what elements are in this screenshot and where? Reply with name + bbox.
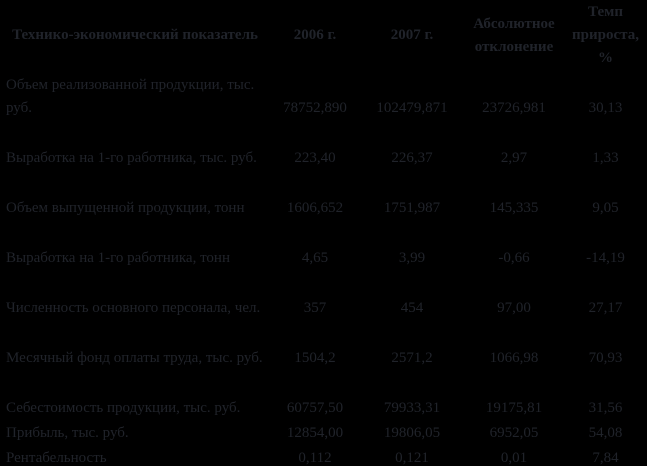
value-cell-y2007: 226,37 xyxy=(391,150,433,166)
value-cell-deviation: 6952,05 xyxy=(489,425,539,441)
table-row: Рентабельность 0,112 0,121 0,01 7,84 xyxy=(0,446,647,466)
value-cell-deviation: 0,01 xyxy=(500,450,528,466)
value-cell-growth: -14,19 xyxy=(586,250,625,266)
value-cell-growth: 54,08 xyxy=(588,425,623,441)
row-label-cell: Объем реализованной продукции, тыс. руб. xyxy=(6,77,255,116)
table-row: Объем реализованной продукции, тыс. руб.… xyxy=(0,71,647,121)
value-cell-y2007: 3,99 xyxy=(398,250,426,266)
table-row: Месячный фонд оплаты труда, тыс. руб. 150… xyxy=(0,321,647,371)
value-cell-deviation: 23726,981 xyxy=(482,100,546,116)
header-row: Технико-экономический показатель 2006 г.… xyxy=(0,0,647,71)
value-cell-y2007: 19806,05 xyxy=(383,425,441,441)
value-cell-y2006: 357 xyxy=(303,300,327,316)
row-label-cell: Прибыль, тыс. руб. xyxy=(6,425,129,441)
table-row: Объем выпущенной продукции, тонн 1606,652… xyxy=(0,171,647,221)
row-label-cell: Объем выпущенной продукции, тонн xyxy=(6,200,245,216)
value-cell-y2007: 2571,2 xyxy=(391,350,433,366)
header-indicator: Технико-экономический показатель xyxy=(12,27,258,43)
table-header: Технико-экономический показатель 2006 г.… xyxy=(0,0,647,71)
table-row: Себестоимость продукции, тыс. руб. 60757,… xyxy=(0,371,647,421)
table-row: Выработка на 1-го работника, тонн 4,65 3,9… xyxy=(0,221,647,271)
value-cell-y2006: 78752,890 xyxy=(283,100,347,116)
row-label-cell: Выработка на 1-го работника, тыс. руб. xyxy=(6,150,257,166)
header-year-2006: 2006 г. xyxy=(293,27,337,43)
value-cell-y2006: 12854,00 xyxy=(286,425,344,441)
row-label-cell: Себестоимость продукции, тыс. руб. xyxy=(6,400,241,416)
value-cell-growth: 7,84 xyxy=(592,450,619,466)
value-cell-y2006: 0,112 xyxy=(298,450,332,466)
value-cell-growth: 70,93 xyxy=(588,350,623,366)
value-cell-y2007: 102479,871 xyxy=(376,100,448,116)
table-row: Выработка на 1-го работника, тыс. руб. 22… xyxy=(0,121,647,171)
value-cell-deviation: 97,00 xyxy=(497,300,531,316)
header-year-2007: 2007 г. xyxy=(390,27,434,43)
value-cell-y2006: 1606,652 xyxy=(286,200,344,216)
row-label-cell: Выработка на 1-го работника, тонн xyxy=(6,250,230,266)
value-cell-y2006: 60757,50 xyxy=(286,400,344,416)
value-cell-deviation: 145,335 xyxy=(489,200,539,216)
value-cell-deviation: -0,66 xyxy=(498,250,530,266)
value-cell-y2006: 223,40 xyxy=(294,150,336,166)
value-cell-y2006: 1504,2 xyxy=(294,350,336,366)
row-label-cell: Месячный фонд оплаты труда, тыс. руб. xyxy=(6,350,263,366)
value-cell-y2007: 454 xyxy=(400,300,424,316)
table-row: Прибыль, тыс. руб. 12854,00 19806,05 6952,0… xyxy=(0,421,647,446)
header-growth-rate: Темп прироста, % xyxy=(572,4,639,66)
value-cell-growth: 9,05 xyxy=(592,200,619,216)
value-cell-y2007: 1751,987 xyxy=(383,200,441,216)
value-cell-y2007: 0,121 xyxy=(395,450,429,466)
value-cell-growth: 27,17 xyxy=(588,300,623,316)
value-cell-deviation: 1066,98 xyxy=(489,350,539,366)
header-abs-deviation: Абсолютное отклонение xyxy=(473,15,555,55)
value-cell-deviation: 19175,81 xyxy=(485,400,543,416)
value-cell-growth: 1,33 xyxy=(592,150,619,166)
table-row: Численность основного персонала, чел. 357… xyxy=(0,271,647,321)
value-cell-y2007: 79933,31 xyxy=(383,400,441,416)
value-cell-deviation: 2,97 xyxy=(500,150,528,166)
value-cell-growth: 30,13 xyxy=(588,100,623,116)
row-label-cell: Численность основного персонала, чел. xyxy=(6,300,261,316)
value-cell-y2006: 4,65 xyxy=(301,250,329,266)
table-body: Объем реализованной продукции, тыс. руб.… xyxy=(0,71,647,466)
row-label-cell: Рентабельность xyxy=(6,450,107,466)
value-cell-growth: 31,56 xyxy=(588,400,623,416)
